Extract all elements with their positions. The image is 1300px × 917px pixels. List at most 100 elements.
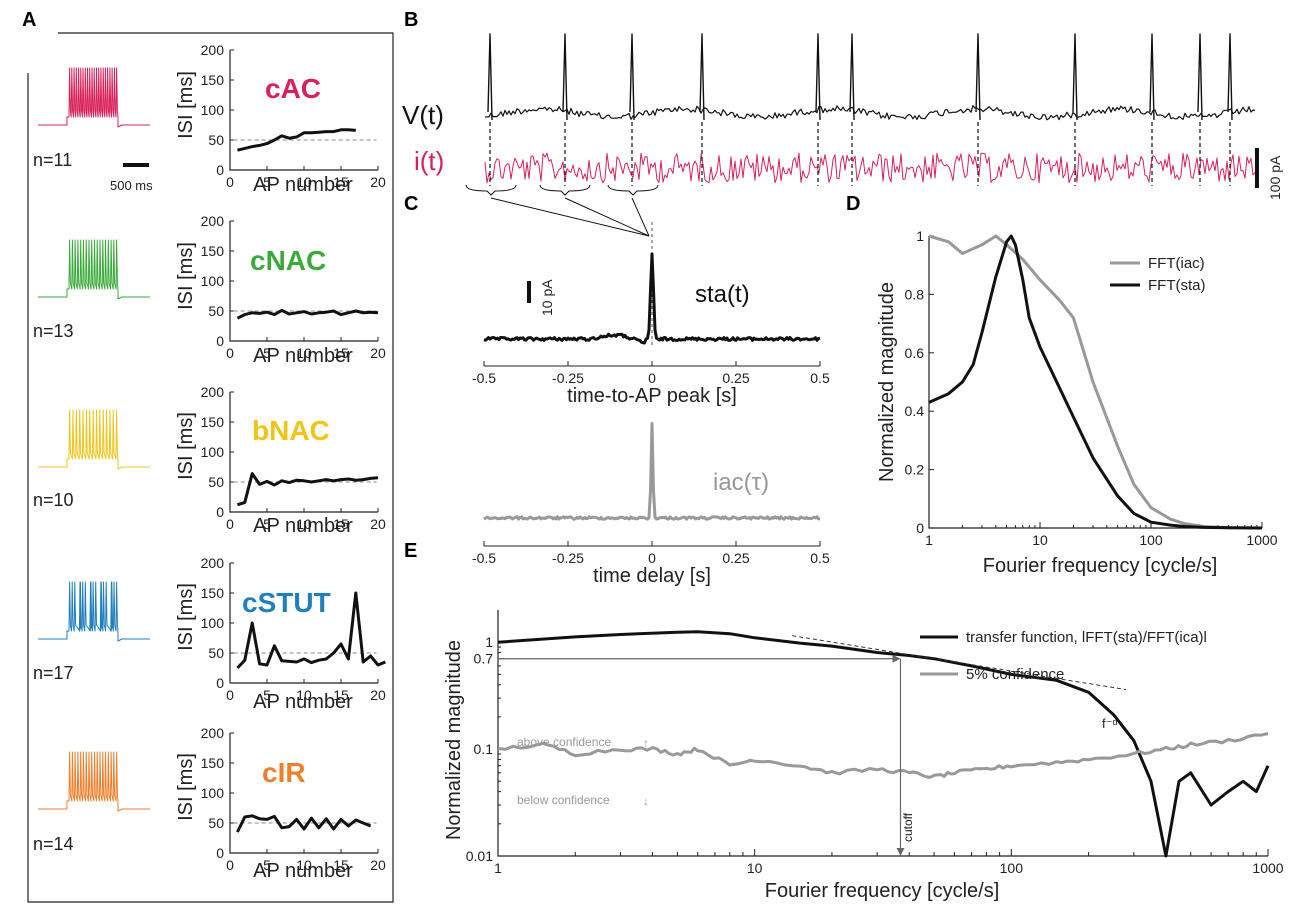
above-arrow-icon: ↑	[643, 736, 649, 750]
isi-xtick-label: 15	[333, 345, 349, 361]
voltage-spike	[1072, 33, 1078, 121]
panel-label-e: E	[404, 540, 417, 562]
window-brace	[539, 184, 591, 196]
e-xlabel: Fourier frequency [cycle/s]	[765, 880, 1000, 902]
c-xtick-label: 0	[648, 550, 656, 566]
isi-xtick-label: 20	[370, 345, 386, 361]
d-ytick-label: 0	[916, 520, 924, 536]
d-series-fft-iac	[928, 234, 1263, 530]
isi-xtick-label: 0	[226, 857, 234, 873]
isi-xtick-label: 10	[296, 174, 312, 190]
isi-ytick-label: 200	[201, 555, 225, 571]
d-xtick-label: 100	[1139, 532, 1163, 548]
n-label-cstut: n=17	[33, 663, 74, 683]
e-ytick-label: 1	[485, 634, 493, 650]
e-xtick-label: 1000	[1252, 860, 1283, 876]
isi-ytick-label: 0	[216, 333, 224, 349]
type-title-cac: cAC	[265, 73, 321, 104]
powerlaw-label: f⁻ᵅ	[1102, 716, 1117, 731]
vt-label: V(t)	[402, 100, 444, 130]
isi-axes-cir	[229, 733, 378, 854]
panel-label-a: A	[22, 9, 36, 31]
isi-ytick-label: 100	[201, 273, 225, 289]
n-label-cir: n=14	[33, 834, 74, 854]
isi-xtick-label: 5	[263, 345, 271, 361]
isi-xtick-label: 15	[333, 174, 349, 190]
c-xtick-label: -0.5	[472, 550, 496, 566]
above-confidence-label: above confidence	[517, 735, 611, 749]
voltage-spike	[487, 33, 493, 121]
e-ylabel: Normalized magnitude	[443, 640, 465, 840]
isi-xtick-label: 10	[296, 345, 312, 361]
isi-xtick-label: 15	[333, 857, 349, 873]
scalebar-10pa	[527, 281, 531, 303]
d-ytick-label: 1	[916, 228, 924, 244]
d-ytick-label: 0.2	[905, 462, 925, 478]
isi-ytick-label: 100	[201, 102, 225, 118]
below-arrow-icon: ↓	[643, 794, 649, 808]
d-legend-iac: FFT(iac)	[1148, 255, 1205, 272]
d-legend-sta: FFT(sta)	[1148, 277, 1206, 294]
isi-ylabel-cstut: ISI [ms]	[175, 583, 197, 651]
isi-ytick-label: 50	[208, 645, 224, 661]
below-confidence-label: below confidence	[517, 793, 610, 807]
iac-xlabel: time delay [s]	[593, 565, 711, 587]
window-brace	[465, 184, 517, 196]
d-xtick-label: 1000	[1246, 532, 1277, 548]
isi-series-cac	[237, 128, 356, 152]
powerlaw-fit-line	[792, 635, 1127, 691]
type-title-cstut: cSTUT	[242, 587, 331, 618]
isi-series-cstut	[236, 591, 386, 670]
arrowhead-icon	[896, 848, 905, 856]
isi-axes-bnac	[229, 392, 378, 513]
panel-label-c: C	[404, 193, 418, 215]
isi-xtick-label: 20	[370, 857, 386, 873]
panel-label-d: D	[846, 193, 860, 215]
isi-series-cir	[236, 814, 372, 833]
c-xtick-label: 0.25	[722, 370, 749, 386]
e-xtick-label: 10	[747, 860, 763, 876]
n-label-bnac: n=10	[33, 490, 74, 510]
isi-ytick-label: 0	[216, 675, 224, 691]
e-xtick-label: 1	[494, 860, 502, 876]
d-xlabel: Fourier frequency [cycle/s]	[983, 555, 1218, 577]
isi-ylabel-cac: ISI [ms]	[175, 71, 197, 139]
isi-ytick-label: 100	[201, 615, 225, 631]
isi-xlabel-cac: AP number	[253, 174, 353, 196]
panel-label-b: B	[404, 9, 418, 31]
current-trace	[484, 152, 1256, 184]
d-ylabel: Normalized magnitude	[876, 282, 898, 482]
voltage-spike	[849, 33, 855, 121]
isi-ylabel-bnac: ISI [ms]	[175, 412, 197, 480]
scalebar-500ms-label: 500 ms	[110, 178, 153, 193]
e-ytick-label: 0.1	[474, 741, 494, 757]
isi-series-cnac	[236, 308, 379, 320]
isi-ytick-label: 100	[201, 444, 225, 460]
isi-xlabel-bnac: AP number	[253, 515, 353, 537]
isi-xtick-label: 15	[333, 687, 349, 703]
isi-xtick-label: 15	[333, 516, 349, 532]
isi-ytick-label: 150	[201, 755, 225, 771]
isi-series-bnac	[236, 472, 379, 507]
raster-trace-cstut	[38, 581, 150, 642]
c-xtick-label: -0.25	[552, 550, 584, 566]
window-arrow	[490, 197, 650, 237]
c-xtick-label: 0.5	[810, 550, 830, 566]
isi-xtick-label: 5	[263, 174, 271, 190]
n-label-cnac: n=13	[33, 321, 74, 341]
isi-ytick-label: 150	[201, 72, 225, 88]
isi-ytick-label: 200	[201, 42, 225, 58]
e-series-transfer-function	[497, 630, 1270, 858]
it-label: i(t)	[414, 146, 444, 176]
window-arrow	[564, 197, 650, 237]
isi-axes-cac	[229, 50, 378, 171]
e-series-confidence	[497, 732, 1269, 779]
voltage-spike	[1197, 33, 1203, 121]
isi-xlabel-cnac: AP number	[253, 345, 353, 367]
isi-ylabel-cir: ISI [ms]	[175, 753, 197, 821]
c-xtick-label: -0.25	[552, 370, 584, 386]
d-xtick-label: 1	[925, 532, 933, 548]
d-ytick-label: 0.6	[905, 345, 925, 361]
scalebar-100pa	[1255, 148, 1259, 188]
